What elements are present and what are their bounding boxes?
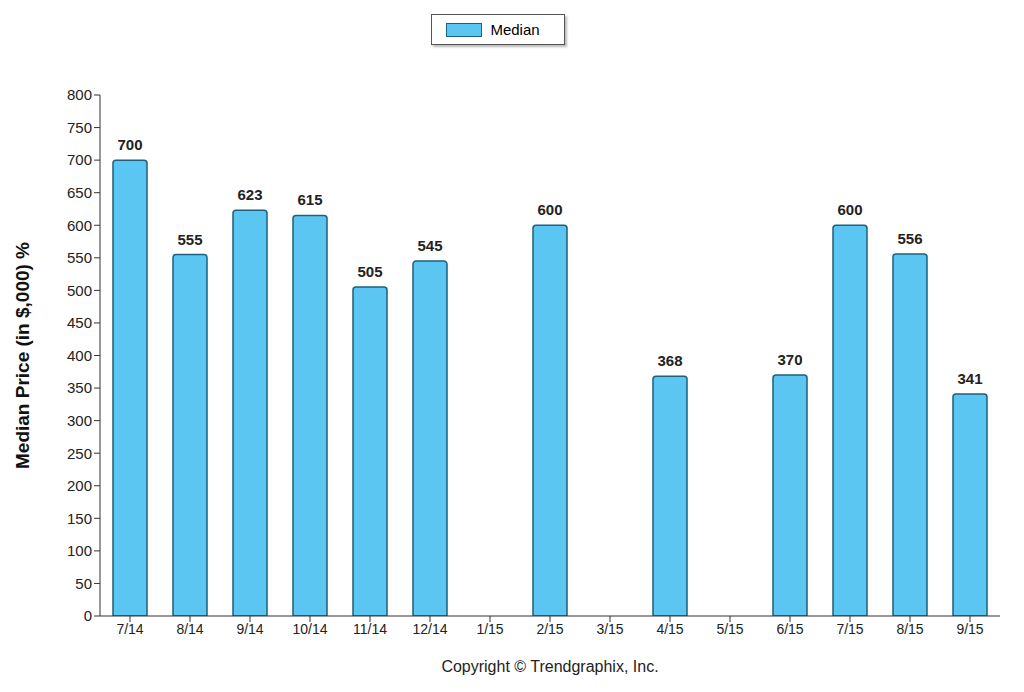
svg-text:3/15: 3/15 bbox=[596, 621, 623, 637]
svg-text:2/15: 2/15 bbox=[536, 621, 563, 637]
svg-text:750: 750 bbox=[67, 119, 92, 136]
svg-text:12/14: 12/14 bbox=[412, 621, 447, 637]
svg-text:370: 370 bbox=[777, 351, 802, 368]
svg-text:4/15: 4/15 bbox=[656, 621, 683, 637]
svg-text:5/15: 5/15 bbox=[716, 621, 743, 637]
svg-text:1/15: 1/15 bbox=[476, 621, 503, 637]
svg-text:150: 150 bbox=[67, 510, 92, 527]
svg-text:8/14: 8/14 bbox=[176, 621, 203, 637]
svg-text:600: 600 bbox=[837, 201, 862, 218]
svg-text:10/14: 10/14 bbox=[292, 621, 327, 637]
svg-text:7/14: 7/14 bbox=[116, 621, 143, 637]
svg-text:700: 700 bbox=[67, 151, 92, 168]
svg-text:7/15: 7/15 bbox=[836, 621, 863, 637]
svg-text:300: 300 bbox=[67, 412, 92, 429]
svg-text:600: 600 bbox=[67, 217, 92, 234]
svg-text:600: 600 bbox=[537, 201, 562, 218]
svg-text:500: 500 bbox=[67, 282, 92, 299]
svg-text:250: 250 bbox=[67, 445, 92, 462]
svg-text:8/15: 8/15 bbox=[896, 621, 923, 637]
svg-text:623: 623 bbox=[237, 186, 262, 203]
svg-text:555: 555 bbox=[177, 231, 202, 248]
svg-text:200: 200 bbox=[67, 477, 92, 494]
svg-text:9/15: 9/15 bbox=[956, 621, 983, 637]
svg-text:100: 100 bbox=[67, 542, 92, 559]
svg-text:545: 545 bbox=[417, 237, 442, 254]
svg-text:341: 341 bbox=[957, 370, 982, 387]
svg-text:Median Price (in $,000) %: Median Price (in $,000) % bbox=[12, 242, 33, 469]
svg-text:350: 350 bbox=[67, 379, 92, 396]
html-text:Copyright © Trendgraphix, Inc.: Copyright © Trendgraphix, Inc. bbox=[441, 658, 659, 675]
svg-text:550: 550 bbox=[67, 249, 92, 266]
svg-text:368: 368 bbox=[657, 352, 682, 369]
svg-text:50: 50 bbox=[75, 575, 92, 592]
svg-text:6/15: 6/15 bbox=[776, 621, 803, 637]
html-text:Median: Median bbox=[490, 21, 540, 38]
svg-text:11/14: 11/14 bbox=[353, 621, 387, 637]
svg-text:9/14: 9/14 bbox=[236, 621, 263, 637]
svg-text:505: 505 bbox=[357, 263, 382, 280]
svg-text:615: 615 bbox=[297, 191, 322, 208]
svg-text:700: 700 bbox=[117, 136, 142, 153]
svg-text:450: 450 bbox=[67, 314, 92, 331]
svg-text:800: 800 bbox=[67, 86, 92, 103]
svg-text:556: 556 bbox=[897, 230, 922, 247]
svg-text:400: 400 bbox=[67, 347, 92, 364]
svg-text:650: 650 bbox=[67, 184, 92, 201]
svg-text:0: 0 bbox=[84, 607, 92, 624]
